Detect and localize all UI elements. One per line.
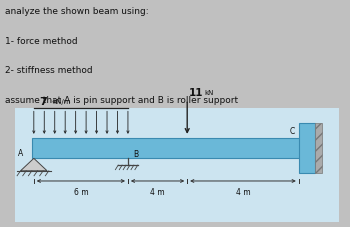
Text: 1- force method: 1- force method bbox=[5, 37, 77, 46]
Bar bbox=[32, 138, 304, 159]
Text: 7: 7 bbox=[39, 97, 47, 107]
Text: 11: 11 bbox=[189, 88, 203, 98]
Text: 4 m: 4 m bbox=[150, 187, 165, 196]
Text: 2- stiffness method: 2- stiffness method bbox=[5, 66, 92, 75]
Text: kN: kN bbox=[204, 90, 213, 96]
Text: 6 m: 6 m bbox=[74, 187, 88, 196]
Text: A: A bbox=[18, 148, 23, 158]
Text: 4 m: 4 m bbox=[236, 187, 250, 196]
Text: C: C bbox=[290, 126, 295, 135]
Polygon shape bbox=[21, 159, 47, 171]
Text: assume that A is pin support and B is roller support: assume that A is pin support and B is ro… bbox=[5, 95, 238, 104]
Bar bbox=[15, 109, 339, 222]
Bar bbox=[299, 124, 315, 173]
Text: kN/m: kN/m bbox=[52, 99, 71, 105]
Text: analyze the shown beam using:: analyze the shown beam using: bbox=[5, 7, 148, 16]
Bar bbox=[315, 124, 322, 173]
Text: B: B bbox=[133, 149, 138, 158]
